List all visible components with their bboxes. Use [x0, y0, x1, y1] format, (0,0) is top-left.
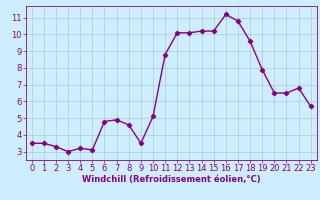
- X-axis label: Windchill (Refroidissement éolien,°C): Windchill (Refroidissement éolien,°C): [82, 175, 260, 184]
